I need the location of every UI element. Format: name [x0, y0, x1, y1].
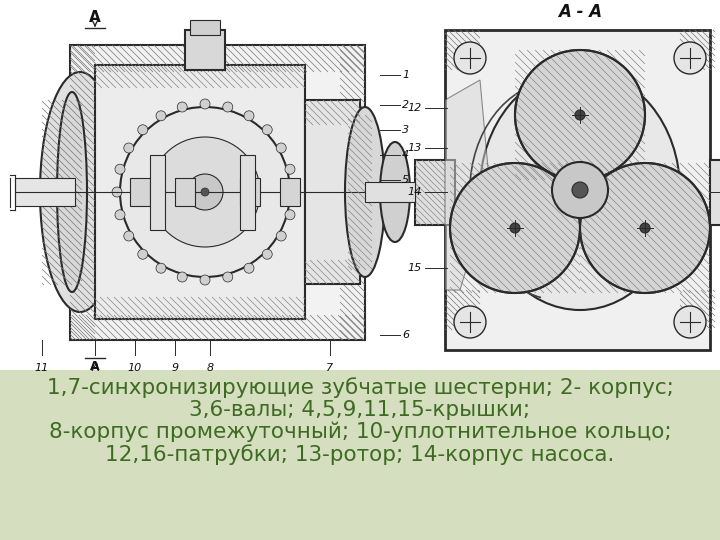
Circle shape [138, 125, 148, 135]
Circle shape [276, 143, 287, 153]
Circle shape [156, 111, 166, 121]
Text: 2: 2 [402, 100, 409, 110]
Circle shape [454, 306, 486, 338]
Circle shape [222, 102, 233, 112]
Polygon shape [0, 200, 720, 540]
Circle shape [115, 210, 125, 220]
Bar [415, 160, 455, 225]
Circle shape [454, 42, 486, 74]
Circle shape [288, 187, 298, 197]
Ellipse shape [40, 72, 120, 312]
Polygon shape [445, 80, 490, 290]
Bar [130, 178, 150, 206]
Text: 8: 8 [207, 363, 214, 373]
Bar [175, 178, 195, 206]
Circle shape [450, 163, 580, 293]
Circle shape [124, 231, 134, 241]
Text: 4: 4 [402, 150, 409, 160]
Ellipse shape [480, 70, 680, 310]
Circle shape [156, 263, 166, 273]
Circle shape [177, 272, 187, 282]
Text: 14: 14 [408, 187, 422, 197]
Bar [240, 178, 260, 206]
Text: 10: 10 [128, 363, 142, 373]
Text: 6: 6 [402, 330, 409, 340]
Bar [15, 178, 75, 206]
Ellipse shape [345, 107, 385, 277]
Circle shape [138, 249, 148, 259]
Circle shape [244, 111, 254, 121]
Text: 1,7-синхронизирующие зубчатые шестерни; 2- корпус;: 1,7-синхронизирующие зубчатые шестерни; … [47, 377, 673, 399]
Bar [305, 100, 360, 284]
Bar [445, 30, 710, 350]
Circle shape [262, 249, 272, 259]
Circle shape [572, 182, 588, 198]
Circle shape [120, 107, 290, 277]
Text: 12: 12 [408, 103, 422, 113]
Circle shape [124, 143, 134, 153]
Text: 1: 1 [402, 70, 409, 80]
Circle shape [674, 42, 706, 74]
Circle shape [674, 306, 706, 338]
Bar [190, 20, 220, 35]
Bar [95, 65, 305, 319]
Circle shape [552, 162, 608, 218]
Text: A: A [90, 360, 100, 373]
Text: A: A [91, 363, 99, 373]
Circle shape [177, 102, 187, 112]
Circle shape [200, 275, 210, 285]
Circle shape [112, 187, 122, 197]
Text: 3: 3 [402, 125, 409, 135]
Bar [70, 45, 365, 340]
Circle shape [262, 125, 272, 135]
Text: 15: 15 [408, 263, 422, 273]
Text: 8-корпус промежуточный; 10-уплотнительное кольцо;: 8-корпус промежуточный; 10-уплотнительно… [49, 422, 671, 442]
Circle shape [580, 163, 710, 293]
Text: 7: 7 [326, 363, 333, 373]
Text: 3,6-валы; 4,5,9,11,15-крышки;: 3,6-валы; 4,5,9,11,15-крышки; [189, 400, 531, 420]
Bar [150, 155, 165, 230]
Bar [240, 155, 255, 230]
Bar [710, 160, 720, 225]
Circle shape [244, 263, 254, 273]
Text: A: A [89, 10, 101, 25]
Circle shape [187, 174, 223, 210]
Ellipse shape [380, 142, 410, 242]
Circle shape [285, 164, 295, 174]
Circle shape [150, 137, 260, 247]
Circle shape [200, 99, 210, 109]
Text: 11: 11 [35, 363, 49, 373]
Circle shape [285, 210, 295, 220]
Text: 5: 5 [402, 175, 409, 185]
Circle shape [115, 164, 125, 174]
Text: 9: 9 [171, 363, 179, 373]
Bar [185, 30, 225, 70]
Circle shape [515, 50, 645, 180]
Bar [280, 178, 300, 206]
Polygon shape [470, 0, 720, 120]
Text: 13: 13 [408, 143, 422, 153]
Circle shape [201, 188, 209, 196]
Bar [365, 182, 415, 202]
Circle shape [575, 110, 585, 120]
Ellipse shape [57, 92, 87, 292]
Circle shape [510, 223, 520, 233]
Circle shape [276, 231, 287, 241]
Bar [0, 0, 720, 370]
Circle shape [222, 272, 233, 282]
Text: 12,16-патрубки; 13-ротор; 14-корпус насоса.: 12,16-патрубки; 13-ротор; 14-корпус насо… [105, 444, 615, 465]
Text: А - А: А - А [558, 3, 602, 21]
Circle shape [640, 223, 650, 233]
